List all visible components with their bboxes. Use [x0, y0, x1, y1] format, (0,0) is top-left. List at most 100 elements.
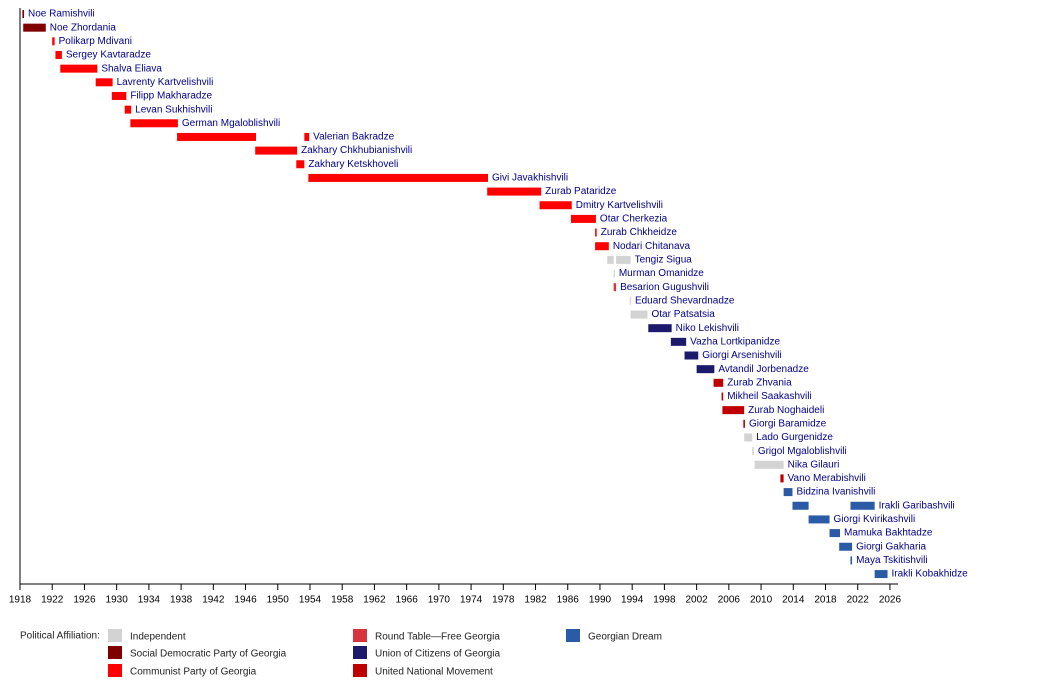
term-bar — [713, 378, 724, 387]
person-label: Bidzina Ivanishvili — [796, 487, 875, 498]
term-bar — [752, 447, 754, 456]
person-label: Zurab Chkheidze — [601, 227, 678, 238]
term-bar — [177, 132, 257, 141]
legend-swatch — [108, 629, 122, 642]
term-bar — [696, 365, 715, 374]
person-label: Otar Patsatsia — [651, 309, 715, 320]
legend-label: Round Table—Free Georgia — [375, 632, 500, 643]
term-bar — [130, 119, 178, 128]
x-tick-label: 1986 — [557, 595, 580, 606]
term-bar — [111, 91, 127, 100]
person-label: Zakhary Chkhubianishvili — [301, 145, 412, 156]
term-bar — [487, 187, 542, 196]
x-tick-label: 1918 — [9, 595, 32, 606]
person-label: Irakli Garibashvili — [879, 500, 955, 511]
person-label: Lavrenty Kartvelishvili — [117, 77, 214, 88]
x-tick-label: 1934 — [138, 595, 161, 606]
term-bar — [743, 419, 745, 428]
person-label: Giorgi Kvirikashvili — [834, 514, 916, 525]
x-tick-label: 1954 — [299, 595, 322, 606]
person-label: Irakli Kobakhidze — [892, 569, 969, 580]
person-label: Giorgi Baramidze — [749, 418, 827, 429]
legend-title: Political Affiliation: — [20, 631, 100, 642]
x-tick-label: 1950 — [267, 595, 290, 606]
person-label: Niko Lekishvili — [676, 323, 739, 334]
term-bar — [722, 406, 745, 415]
legend-label: Communist Party of Georgia — [130, 667, 257, 678]
legend-label: Independent — [130, 632, 186, 643]
person-label: German Mgaloblishvili — [182, 118, 280, 129]
person-label: Grigol Mgaloblishvili — [758, 446, 847, 457]
person-label: Tengiz Sigua — [635, 255, 693, 266]
x-tick-label: 1958 — [331, 595, 354, 606]
x-tick-label: 1962 — [363, 595, 386, 606]
person-label: Vazha Lortkipanidze — [690, 336, 780, 347]
person-label: Otar Cherkezia — [600, 214, 668, 225]
person-label: Mamuka Bakhtadze — [844, 528, 933, 539]
x-tick-label: 1930 — [106, 595, 129, 606]
person-label: Vano Merabishvili — [788, 473, 866, 484]
legend-swatch — [353, 664, 367, 677]
term-bar — [850, 501, 875, 510]
person-label: Mikheil Saakashvili — [727, 391, 811, 402]
term-bar — [630, 310, 648, 319]
term-bar — [780, 474, 784, 483]
x-tick-label: 1946 — [234, 595, 257, 606]
x-tick-label: 1994 — [621, 595, 644, 606]
term-bar — [95, 78, 113, 87]
term-bar — [539, 201, 572, 210]
x-tick-label: 1998 — [653, 595, 676, 606]
term-bar — [629, 296, 631, 305]
legend-label: United National Movement — [375, 667, 493, 678]
person-label: Polikarp Mdivani — [59, 36, 132, 47]
person-label: Levan Sukhishvili — [135, 104, 212, 115]
x-tick-label: 1938 — [170, 595, 193, 606]
term-bar — [808, 515, 830, 524]
x-tick-label: 2014 — [782, 595, 805, 606]
person-label: Avtandil Jorbenadze — [718, 364, 809, 375]
person-label: Nika Gilauri — [788, 459, 840, 470]
x-tick-label: 2006 — [718, 595, 741, 606]
x-tick-label: 1974 — [460, 595, 483, 606]
term-bar — [22, 10, 25, 18]
person-label: Eduard Shevardnadze — [635, 296, 735, 307]
term-bar — [296, 160, 305, 169]
person-label: Zurab Zhvania — [727, 377, 792, 388]
term-bar — [60, 64, 98, 73]
person-label: Zurab Noghaideli — [748, 405, 824, 416]
legend-swatch — [353, 629, 367, 642]
legend-swatch — [566, 629, 580, 642]
term-bar — [595, 228, 597, 237]
term-bar — [829, 529, 841, 538]
term-bar — [55, 50, 62, 59]
x-tick-label: 2022 — [847, 595, 870, 606]
term-bar — [783, 488, 793, 497]
person-label: Giorgi Arsenishvili — [702, 350, 781, 361]
person-label: Lado Gurgenidze — [756, 432, 833, 443]
x-tick-label: 2018 — [814, 595, 837, 606]
x-tick-label: 1942 — [202, 595, 225, 606]
x-tick-label: 1978 — [492, 595, 515, 606]
x-tick-label: 1982 — [524, 595, 547, 606]
person-label: Murman Omanidze — [619, 268, 704, 279]
term-bar — [721, 392, 724, 401]
term-bar — [613, 283, 617, 292]
person-label: Filipp Makharadze — [130, 91, 212, 102]
person-label: Shalva Eliava — [101, 63, 162, 74]
person-label: Valerian Bakradze — [313, 132, 394, 143]
x-tick-label: 1970 — [428, 595, 451, 606]
person-label: Dmitry Kartvelishvili — [576, 200, 663, 211]
x-tick-label: 1990 — [589, 595, 612, 606]
term-bar — [613, 269, 615, 278]
legend-label: Social Democratic Party of Georgia — [130, 649, 287, 660]
x-tick-label: 1922 — [41, 595, 64, 606]
legend-swatch — [108, 664, 122, 677]
x-tick-label: 2010 — [750, 595, 773, 606]
legend-label: Georgian Dream — [588, 632, 662, 643]
term-bar — [670, 337, 687, 346]
term-bar — [754, 460, 784, 469]
term-bar — [124, 105, 132, 114]
person-label: Noe Zhordania — [50, 22, 117, 33]
person-label: Zurab Pataridze — [545, 186, 617, 197]
x-tick-label: 2026 — [879, 595, 902, 606]
